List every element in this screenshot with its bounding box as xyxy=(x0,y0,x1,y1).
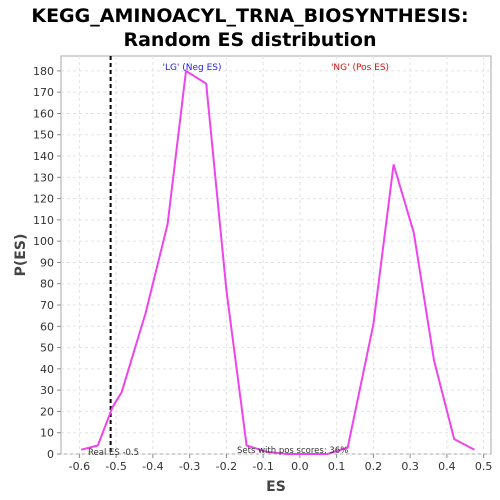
x-tick-label: 0.1 xyxy=(328,460,346,473)
real-es-label: Real ES -0.5 xyxy=(88,448,139,458)
y-tick-label: 70 xyxy=(40,299,54,312)
y-tick-label: 40 xyxy=(40,363,54,376)
x-tick-label: 0.5 xyxy=(475,460,493,473)
plot-area xyxy=(60,55,492,455)
x-tick-label: 0.2 xyxy=(365,460,383,473)
grid-lines xyxy=(61,56,491,455)
x-tick-label: -0.5 xyxy=(105,460,126,473)
x-tick-label: -0.1 xyxy=(252,460,273,473)
y-axis-ticks: 0 10 20 30 40 50 60 70 80 90 100 110 120 130 140 150 160… xyxy=(33,65,61,461)
x-axis-label: ES xyxy=(266,479,286,495)
y-tick-label: 50 xyxy=(40,342,54,355)
chart-title-line-2: Random ES distribution xyxy=(123,29,376,51)
y-tick-label: 10 xyxy=(40,427,54,440)
y-tick-label: 80 xyxy=(40,278,54,291)
x-tick-label: -0.6 xyxy=(69,460,90,473)
y-tick-label: 170 xyxy=(33,86,54,99)
x-tick-label: 0.4 xyxy=(438,460,456,473)
y-tick-label: 30 xyxy=(40,384,54,397)
y-tick-label: 20 xyxy=(40,405,54,418)
series-line xyxy=(80,69,475,455)
y-tick-label: 150 xyxy=(33,129,54,142)
pos-scores-label: Sets with pos scores: 36% xyxy=(237,446,348,456)
y-tick-label: 60 xyxy=(40,320,54,333)
chart-title-line-1: KEGG_AMINOACYL_TRNA_BIOSYNTHESIS: xyxy=(31,5,468,27)
y-tick-label: 130 xyxy=(33,171,54,184)
y-axis-label: P(ES) xyxy=(13,234,29,277)
x-tick-label: -0.2 xyxy=(216,460,237,473)
x-tick-label: 0.0 xyxy=(291,460,309,473)
y-tick-label: 0 xyxy=(47,448,54,461)
y-tick-label: 140 xyxy=(33,150,54,163)
neg-es-label: 'LG' (Neg ES) xyxy=(162,63,221,73)
y-tick-label: 120 xyxy=(33,193,54,206)
y-tick-label: 160 xyxy=(33,107,54,120)
x-tick-label: -0.3 xyxy=(179,460,200,473)
x-tick-label: 0.3 xyxy=(401,460,419,473)
pos-es-label: 'NG' (Pos ES) xyxy=(331,63,389,73)
y-tick-label: 180 xyxy=(33,65,54,78)
y-tick-label: 100 xyxy=(33,235,54,248)
x-tick-label: -0.4 xyxy=(142,460,163,473)
y-tick-label: 90 xyxy=(40,256,54,269)
y-tick-label: 110 xyxy=(33,214,54,227)
x-axis-ticks: -0.6 -0.5 -0.4 -0.3 -0.2 -0.1 0.0 0.1 0.2 0.3 0.4 0… xyxy=(69,454,493,473)
